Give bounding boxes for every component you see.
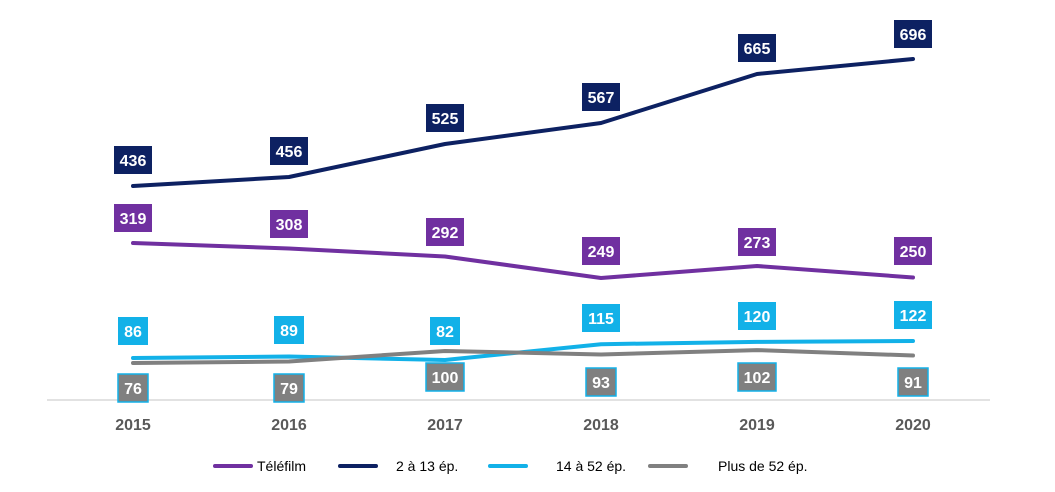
svg-text:308: 308 — [276, 217, 303, 234]
x-tick-label: 2015 — [115, 417, 151, 434]
data-label: 567 — [582, 83, 620, 111]
svg-text:122: 122 — [900, 308, 927, 325]
svg-text:82: 82 — [436, 324, 454, 341]
data-label: 91 — [897, 367, 929, 397]
svg-text:665: 665 — [744, 41, 771, 58]
svg-text:91: 91 — [904, 375, 922, 392]
series-line — [131, 348, 915, 365]
data-label: 292 — [426, 218, 464, 246]
svg-text:250: 250 — [900, 244, 927, 261]
data-label: 102 — [737, 362, 777, 392]
svg-text:100: 100 — [432, 370, 459, 387]
svg-text:456: 456 — [276, 144, 303, 161]
data-label: 76 — [117, 373, 149, 403]
data-label: 79 — [273, 373, 305, 403]
series-line — [131, 241, 915, 280]
svg-text:292: 292 — [432, 225, 459, 242]
data-label: 319 — [114, 204, 152, 232]
svg-text:115: 115 — [588, 311, 614, 328]
data-label: 696 — [894, 20, 932, 48]
legend-label: Téléfilm — [257, 458, 306, 474]
data-label: 250 — [894, 237, 932, 265]
data-label: 93 — [585, 367, 617, 397]
data-label: 122 — [894, 301, 932, 329]
x-tick-label: 2017 — [427, 417, 463, 434]
x-axis-ticks: 2015 2016 2017 2018 2019 2020 — [115, 417, 931, 434]
x-tick-label: 2016 — [271, 417, 307, 434]
svg-text:436: 436 — [120, 153, 147, 170]
x-tick-label: 2018 — [583, 417, 619, 434]
data-labels: 436 456 525 567 665 696 319 308 292 249 273 250 86 89… — [114, 20, 932, 403]
legend-item: Plus de 52 ép. — [648, 458, 808, 474]
data-label: 82 — [430, 317, 460, 345]
svg-text:319: 319 — [120, 211, 147, 228]
svg-text:86: 86 — [124, 324, 142, 341]
svg-text:102: 102 — [744, 370, 771, 387]
svg-text:79: 79 — [280, 381, 298, 398]
data-label: 115 — [582, 304, 620, 332]
svg-text:76: 76 — [124, 381, 142, 398]
svg-text:525: 525 — [432, 111, 459, 128]
x-tick-label: 2020 — [895, 417, 931, 434]
legend-label: Plus de 52 ép. — [718, 458, 808, 474]
legend-label: 14 à 52 ép. — [556, 458, 626, 474]
svg-text:89: 89 — [280, 323, 298, 340]
svg-text:273: 273 — [744, 235, 771, 252]
series-line — [131, 57, 915, 188]
data-label: 86 — [118, 317, 148, 345]
data-label: 436 — [114, 146, 152, 174]
data-label: 665 — [738, 34, 776, 62]
data-label: 456 — [270, 137, 308, 165]
svg-text:567: 567 — [588, 90, 615, 107]
x-tick-label: 2019 — [739, 417, 775, 434]
legend-item: 14 à 52 ép. — [488, 458, 626, 474]
legend-label: 2 à 13 ép. — [396, 458, 458, 474]
data-label: 249 — [582, 237, 620, 265]
data-label: 89 — [274, 316, 304, 344]
series-lines — [131, 57, 915, 365]
data-label: 308 — [270, 210, 308, 238]
legend-item: Téléfilm — [213, 458, 306, 474]
svg-text:93: 93 — [592, 375, 610, 392]
data-label: 273 — [738, 228, 776, 256]
data-label: 100 — [425, 362, 465, 392]
svg-text:120: 120 — [744, 309, 771, 326]
svg-text:696: 696 — [900, 27, 927, 44]
legend: Téléfilm 2 à 13 ép. 14 à 52 ép. Plus de 52 … — [213, 458, 808, 474]
data-label: 120 — [738, 302, 776, 330]
legend-item: 2 à 13 ép. — [338, 458, 458, 474]
svg-text:249: 249 — [588, 244, 615, 261]
data-label: 525 — [426, 104, 464, 132]
